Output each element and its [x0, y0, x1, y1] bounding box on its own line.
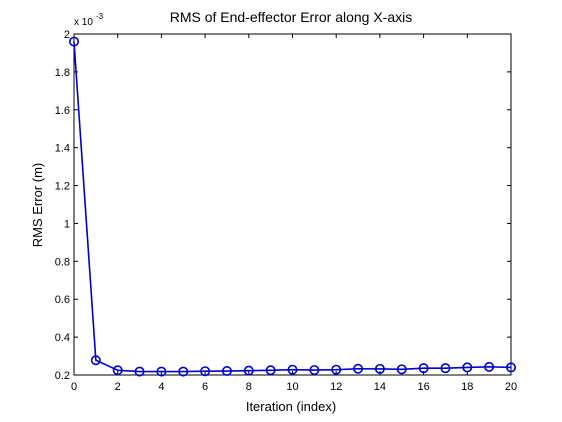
- x-tick-label: 0: [71, 381, 77, 393]
- y-axis-multiplier: x 10 -3: [74, 12, 104, 28]
- data-point: [156, 366, 167, 377]
- axis-tick-labels: 0 2 4 6 8 10 12 14 16 18 20 0.2 0.4 0.6 0.8 1 1.2 1.4 1.6 1…: [55, 29, 517, 393]
- x-tick-label: 14: [374, 381, 386, 393]
- x-tick-label: 12: [330, 381, 342, 393]
- data-point: [309, 365, 320, 376]
- y-multiplier-exponent: -3: [96, 12, 104, 21]
- y-tick-label: 0.8: [55, 256, 70, 268]
- x-tick-label: 8: [246, 381, 252, 393]
- x-tick-label: 6: [202, 381, 208, 393]
- y-tick-label: 0.6: [55, 294, 70, 306]
- y-tick-label: 0.2: [55, 370, 70, 382]
- data-point: [178, 366, 189, 377]
- data-point: [331, 364, 342, 375]
- data-point: [418, 363, 429, 374]
- x-tick-label: 2: [115, 381, 121, 393]
- data-point: [440, 363, 451, 374]
- y-axis-label: RMS Error (m): [30, 163, 45, 248]
- y-tick-label: 1.2: [55, 181, 70, 193]
- data-point: [287, 364, 298, 375]
- data-point: [484, 361, 495, 372]
- x-tick-label: 20: [505, 381, 517, 393]
- data-point: [221, 366, 232, 377]
- y-tick-label: 1.8: [55, 67, 70, 79]
- data-point: [505, 362, 516, 373]
- data-point: [112, 365, 123, 376]
- y-tick-label: 1.6: [55, 105, 70, 117]
- y-tick-label: 1: [64, 218, 70, 230]
- x-tick-label: 10: [286, 381, 298, 393]
- x-tick-label: 16: [417, 381, 429, 393]
- data-point: [462, 362, 473, 373]
- chart-title: RMS of End-effector Error along X-axis: [170, 9, 413, 25]
- plot-area: [73, 33, 512, 376]
- data-point: [69, 36, 80, 47]
- series-line: [73, 41, 512, 373]
- data-point: [134, 366, 145, 377]
- data-point: [396, 364, 407, 375]
- axis-ticks: [73, 33, 512, 376]
- x-tick-label: 4: [158, 381, 164, 393]
- y-tick-label: 2: [64, 29, 70, 41]
- x-tick-label: 18: [461, 381, 473, 393]
- data-point: [200, 366, 211, 377]
- data-point: [90, 355, 101, 366]
- x-axis-label: Iteration (index): [246, 399, 336, 414]
- y-tick-label: 0.4: [55, 332, 70, 344]
- data-point: [243, 365, 254, 376]
- data-point: [265, 365, 276, 376]
- series-layer: [69, 36, 516, 377]
- data-point: [374, 363, 385, 374]
- y-multiplier-label: x 10: [74, 17, 93, 28]
- data-point: [353, 363, 364, 374]
- y-tick-label: 1.4: [55, 143, 70, 155]
